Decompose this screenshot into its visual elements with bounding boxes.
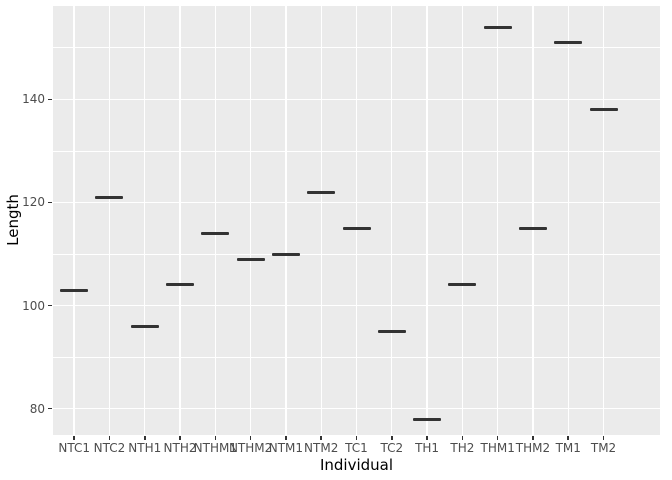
y-tick-label: 120 — [22, 195, 45, 210]
x-tick-mark — [108, 436, 111, 440]
x-tick-mark — [285, 436, 287, 440]
x-tick-label: NTM2 — [304, 441, 339, 455]
y-tick-mark — [48, 98, 52, 101]
y-tick-label: 140 — [22, 92, 45, 107]
category-gridline — [461, 6, 464, 435]
x-tick-mark — [426, 436, 428, 440]
median-segment-THM1 — [483, 25, 512, 29]
x-tick-label: NTC1 — [58, 441, 90, 455]
x-tick-label: TM2 — [590, 441, 617, 455]
x-tick-label: NTM1 — [268, 441, 304, 455]
x-tick-label: TC2 — [380, 441, 404, 455]
y-tick-mark — [48, 201, 52, 204]
category-gridline — [179, 6, 181, 435]
x-tick-mark — [144, 436, 146, 440]
x-tick-label: TH1 — [415, 441, 440, 455]
y-tick-label: 80 — [29, 401, 45, 416]
median-segment-NTHM1 — [201, 231, 230, 235]
x-tick-label: NTHM2 — [228, 441, 273, 455]
category-gridline — [144, 6, 146, 435]
median-segment-NTM2 — [307, 190, 336, 194]
category-gridline — [73, 6, 75, 435]
x-tick-mark — [73, 436, 75, 440]
category-gridline — [532, 6, 534, 435]
y-tick-label: 100 — [22, 298, 45, 313]
median-segment-NTC2 — [95, 195, 124, 199]
x-tick-mark — [179, 436, 181, 440]
x-tick-label: TM1 — [555, 441, 581, 455]
category-gridline — [320, 6, 322, 435]
x-tick-mark — [532, 436, 534, 440]
median-segment-NTH2 — [166, 283, 195, 287]
category-gridline — [355, 6, 358, 435]
y-axis-title: Length — [4, 194, 22, 246]
x-tick-mark — [214, 436, 217, 440]
category-gridline — [391, 6, 393, 435]
x-axis-title: Individual — [319, 456, 394, 474]
median-segment-THM2 — [518, 226, 547, 230]
x-tick-mark — [567, 436, 569, 440]
median-segment-NTC1 — [60, 288, 89, 292]
median-segment-TC2 — [377, 329, 406, 333]
category-gridline — [214, 6, 217, 435]
median-segment-TC1 — [342, 226, 371, 230]
median-segment-TM2 — [589, 108, 618, 112]
x-tick-mark — [355, 436, 358, 440]
x-tick-mark — [320, 436, 322, 440]
category-gridline — [285, 6, 287, 435]
x-tick-mark — [391, 436, 393, 440]
x-tick-label: TH2 — [450, 441, 475, 455]
median-segment-TM1 — [554, 41, 583, 45]
plot-panel — [53, 6, 660, 435]
y-tick-mark — [48, 407, 52, 410]
category-gridline — [426, 6, 428, 435]
x-tick-mark — [602, 436, 605, 440]
x-tick-label: THM1 — [480, 441, 515, 455]
median-segment-NTH1 — [130, 324, 159, 328]
x-tick-mark — [249, 436, 252, 440]
median-segment-NTM1 — [271, 252, 300, 256]
x-tick-label: TC1 — [345, 441, 368, 455]
x-tick-mark — [461, 436, 464, 440]
x-tick-label: NTC2 — [93, 441, 126, 455]
x-tick-label: NTH2 — [163, 441, 197, 455]
category-gridline — [567, 6, 569, 435]
y-tick-mark — [48, 304, 52, 307]
category-gridline — [108, 6, 111, 435]
category-gridline — [249, 6, 252, 435]
x-tick-label: THM2 — [515, 441, 551, 455]
median-segment-TH1 — [413, 417, 442, 421]
category-gridline — [602, 6, 605, 435]
category-gridline — [496, 6, 499, 435]
median-segment-TH2 — [448, 283, 477, 287]
x-tick-label: NTH1 — [128, 441, 162, 455]
x-tick-mark — [496, 436, 499, 440]
x-tick-label: NTHM1 — [193, 441, 237, 455]
median-segment-NTHM2 — [236, 257, 265, 261]
